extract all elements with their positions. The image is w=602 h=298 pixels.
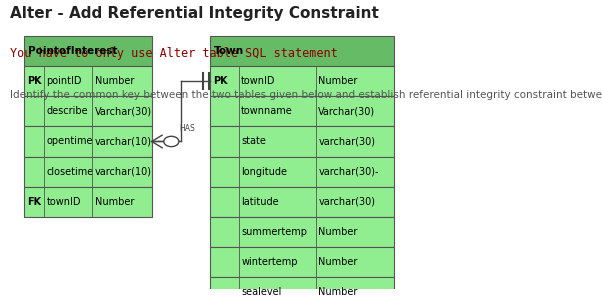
Text: You have to only use Alter table SQL statement: You have to only use Alter table SQL sta…	[10, 47, 338, 60]
Text: longitude: longitude	[241, 167, 287, 177]
Text: varchar(30): varchar(30)	[318, 136, 375, 147]
Bar	[210, 277, 394, 298]
Bar	[210, 126, 394, 156]
Text: townID: townID	[241, 76, 276, 86]
Text: PK: PK	[213, 76, 228, 86]
Bar	[210, 36, 394, 66]
Text: Town: Town	[214, 46, 244, 56]
Text: townname: townname	[241, 106, 293, 116]
Text: Varchar(30): Varchar(30)	[318, 106, 376, 116]
Text: state: state	[241, 136, 266, 147]
Text: Identify the common key between the two tables given below and establish referen: Identify the common key between the two …	[10, 91, 602, 100]
Text: Number: Number	[318, 227, 358, 237]
Text: opentime: opentime	[46, 136, 93, 147]
Bar	[24, 156, 152, 187]
Bar	[210, 96, 394, 126]
Text: varchar(30): varchar(30)	[318, 197, 375, 207]
Text: Number: Number	[95, 76, 134, 86]
Text: PointofInterest: PointofInterest	[28, 46, 117, 56]
Bar	[24, 66, 152, 96]
Text: latitude: latitude	[241, 197, 279, 207]
Text: Number: Number	[318, 257, 358, 267]
Bar	[210, 66, 394, 96]
Text: HAS: HAS	[179, 125, 194, 134]
Bar	[24, 36, 152, 66]
Bar	[210, 217, 394, 247]
Text: Number: Number	[318, 287, 358, 297]
Text: describe: describe	[46, 106, 88, 116]
Bar	[24, 187, 152, 217]
Text: varchar(10): varchar(10)	[95, 167, 152, 177]
Text: varchar(10): varchar(10)	[95, 136, 152, 147]
Text: closetime: closetime	[46, 167, 94, 177]
Bar	[24, 96, 152, 126]
Text: sealevel: sealevel	[241, 287, 282, 297]
Bar	[210, 247, 394, 277]
Text: townID: townID	[46, 197, 81, 207]
Text: pointID: pointID	[46, 76, 82, 86]
Text: PK: PK	[27, 76, 42, 86]
Text: varchar(30)-: varchar(30)-	[318, 167, 379, 177]
Text: Number: Number	[95, 197, 134, 207]
Bar	[24, 126, 152, 156]
Text: summertemp: summertemp	[241, 227, 307, 237]
Circle shape	[164, 136, 179, 147]
Text: Number: Number	[318, 76, 358, 86]
Bar	[210, 187, 394, 217]
Text: Alter - Add Referential Integrity Constraint: Alter - Add Referential Integrity Constr…	[10, 6, 379, 21]
Bar	[210, 156, 394, 187]
Text: wintertemp: wintertemp	[241, 257, 297, 267]
Text: Varchar(30): Varchar(30)	[95, 106, 152, 116]
Text: FK: FK	[27, 197, 41, 207]
